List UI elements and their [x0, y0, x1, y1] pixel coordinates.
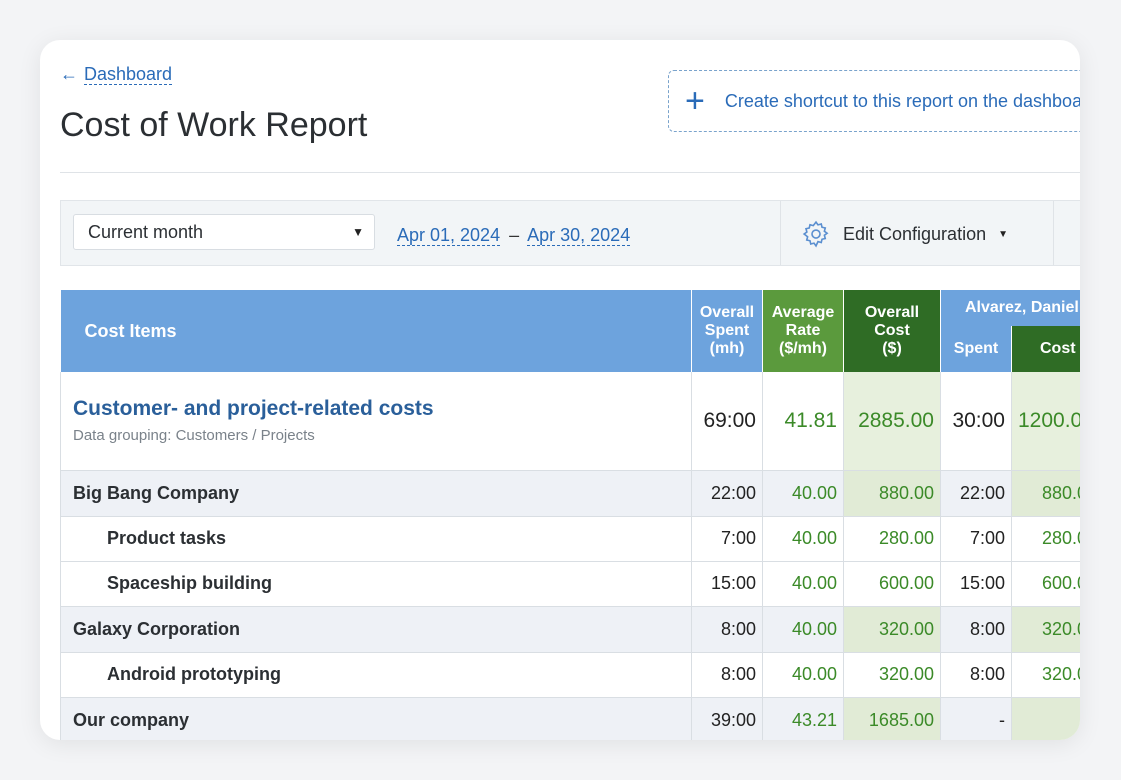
row-person-cost: [1011, 696, 1080, 740]
row-rate: 40.00: [762, 561, 844, 607]
caret-down-icon: ▼: [352, 225, 364, 239]
caret-down-icon: ▼: [998, 228, 1008, 240]
person-cost-header: Cost: [1011, 326, 1080, 372]
table-row[interactable]: Galaxy Corporation 8:00 40.00 320.00 8:0…: [60, 605, 1080, 653]
row-name: Big Bang Company: [60, 469, 692, 517]
period-select[interactable]: Current month ▼: [73, 214, 375, 250]
toolbar-separator: [780, 201, 781, 265]
row-name: Our company: [60, 696, 692, 740]
gear-icon: [802, 220, 829, 248]
row-person-spent: 8:00: [940, 652, 1012, 698]
row-cost: 1685.00: [843, 696, 941, 740]
header-divider: [60, 172, 1080, 173]
summary-cost: 2885.00: [843, 372, 941, 471]
row-person-cost: 600.00: [1011, 561, 1080, 607]
row-cost: 320.00: [843, 605, 941, 653]
back-to-dashboard-link[interactable]: ← Dashboard: [60, 64, 173, 85]
row-name: Spaceship building: [60, 561, 692, 607]
summary-person-spent: 30:00: [940, 372, 1012, 471]
date-to-link[interactable]: Apr 30, 2024: [527, 225, 631, 246]
back-link-label: Dashboard: [84, 64, 173, 85]
page-title: Cost of Work Report: [60, 106, 368, 144]
date-from-link[interactable]: Apr 01, 2024: [397, 225, 501, 246]
row-rate: 40.00: [762, 652, 844, 698]
table-row[interactable]: Product tasks 7:00 40.00 280.00 7:00 280…: [60, 516, 1080, 562]
report-toolbar: Current month ▼ Apr 01, 2024 – Apr 30, 2…: [60, 200, 1080, 266]
row-person-spent: 15:00: [940, 561, 1012, 607]
create-shortcut-label: Create shortcut to this report on the da…: [724, 90, 1080, 111]
cost-items-header: Cost Items: [60, 290, 692, 372]
table-row[interactable]: Our company 39:00 43.21 1685.00 -: [60, 696, 1080, 740]
row-cost: 280.00: [843, 516, 941, 562]
overall-cost-header: Overall Cost ($): [843, 290, 941, 372]
row-person-cost: 880.00: [1011, 469, 1080, 517]
row-spent: 15:00: [691, 561, 763, 607]
average-rate-header: Average Rate ($/mh): [762, 290, 844, 372]
row-spent: 39:00: [691, 696, 763, 740]
period-select-value: Current month: [88, 221, 204, 242]
arrow-left-icon: ←: [60, 64, 78, 84]
row-person-spent: 8:00: [940, 605, 1012, 653]
row-cost: 600.00: [843, 561, 941, 607]
summary-label-cell: Customer- and project-related costs Data…: [60, 372, 692, 471]
row-person-cost: 320.00: [1011, 605, 1080, 653]
row-cost: 320.00: [843, 652, 941, 698]
row-name: Product tasks: [60, 516, 692, 562]
row-name: Galaxy Corporation: [60, 605, 692, 653]
report-card: ← Dashboard Cost of Work Report + Create…: [40, 40, 1080, 740]
toolbar-separator: [1053, 201, 1054, 265]
row-person-cost: 320.00: [1011, 652, 1080, 698]
row-spent: 8:00: [691, 652, 763, 698]
plus-icon: +: [685, 82, 705, 120]
person-spent-header: Spent: [940, 326, 1012, 372]
summary-subtitle: Data grouping: Customers / Projects: [73, 427, 315, 445]
cost-table-wrapper: Cost Items Overall Spent (mh) Average Ra…: [60, 290, 1080, 740]
cost-table: Cost Items Overall Spent (mh) Average Ra…: [60, 290, 1080, 740]
summary-row: Customer- and project-related costs Data…: [60, 372, 1080, 471]
table-row[interactable]: Spaceship building 15:00 40.00 600.00 15…: [60, 561, 1080, 607]
summary-title: Customer- and project-related costs: [73, 397, 434, 421]
create-shortcut-button[interactable]: + Create shortcut to this report on the …: [668, 70, 1080, 132]
person-header: Alvarez, Daniel: [940, 290, 1080, 326]
table-row[interactable]: Android prototyping 8:00 40.00 320.00 8:…: [60, 652, 1080, 698]
row-spent: 22:00: [691, 469, 763, 517]
row-name: Android prototyping: [60, 652, 692, 698]
row-rate: 43.21: [762, 696, 844, 740]
row-spent: 7:00: [691, 516, 763, 562]
row-person-spent: 7:00: [940, 516, 1012, 562]
row-spent: 8:00: [691, 605, 763, 653]
row-rate: 40.00: [762, 516, 844, 562]
row-rate: 40.00: [762, 605, 844, 653]
edit-configuration-button[interactable]: Edit Configuration ▼: [801, 219, 1008, 249]
overall-spent-header: Overall Spent (mh): [691, 290, 763, 372]
row-rate: 40.00: [762, 469, 844, 517]
summary-person-cost: 1200.00: [1011, 372, 1080, 471]
row-person-spent: 22:00: [940, 469, 1012, 517]
row-person-spent: -: [940, 696, 1012, 740]
table-row[interactable]: Big Bang Company 22:00 40.00 880.00 22:0…: [60, 469, 1080, 517]
row-person-cost: 280.00: [1011, 516, 1080, 562]
date-separator: –: [509, 225, 520, 245]
summary-rate: 41.81: [762, 372, 844, 471]
date-range: Apr 01, 2024 – Apr 30, 2024: [397, 225, 631, 246]
summary-spent: 69:00: [691, 372, 763, 471]
edit-configuration-label: Edit Configuration: [843, 223, 987, 244]
row-cost: 880.00: [843, 469, 941, 517]
